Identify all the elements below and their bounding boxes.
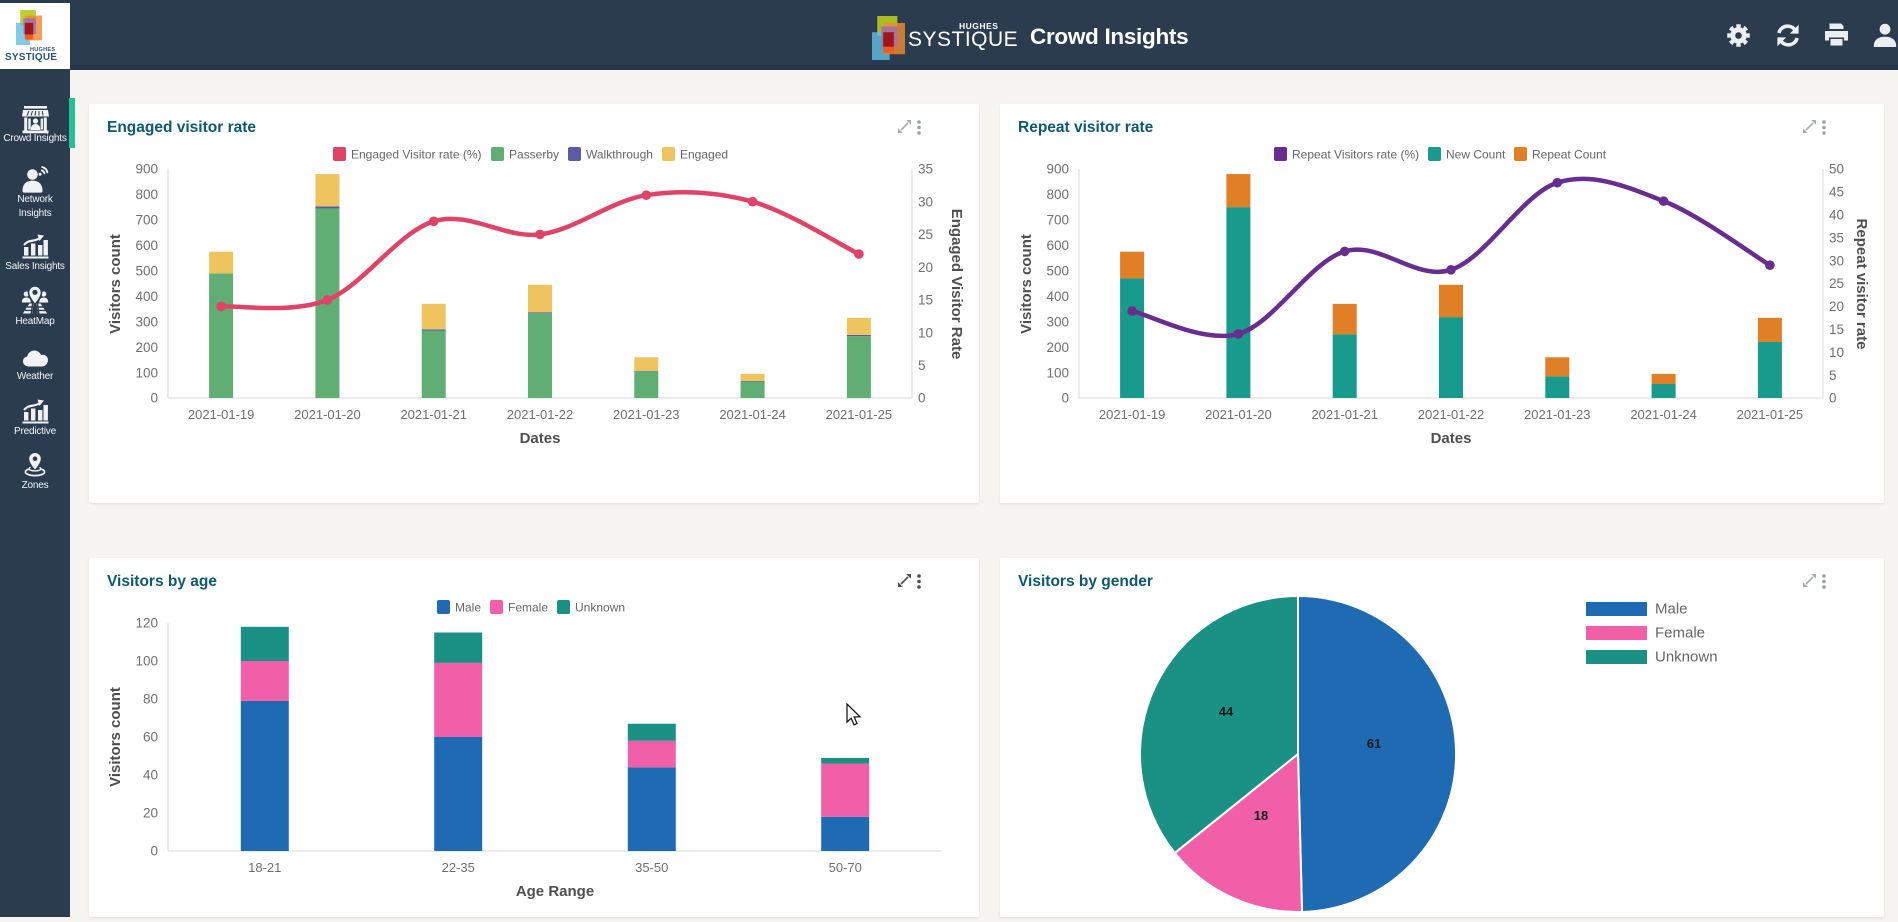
svg-text:18: 18 xyxy=(1254,808,1268,823)
svg-text:2021-01-22: 2021-01-22 xyxy=(507,407,574,422)
svg-text:Visitors count: Visitors count xyxy=(107,234,124,334)
svg-text:61: 61 xyxy=(1367,736,1381,751)
svg-text:2021-01-21: 2021-01-21 xyxy=(400,407,467,422)
svg-text:0: 0 xyxy=(1829,391,1837,406)
svg-text:700: 700 xyxy=(1046,213,1069,228)
svg-text:400: 400 xyxy=(135,289,158,304)
svg-text:25: 25 xyxy=(918,227,933,242)
svg-text:0: 0 xyxy=(150,391,158,406)
svg-text:Male: Male xyxy=(455,600,481,614)
svg-text:500: 500 xyxy=(1046,263,1069,278)
svg-text:22-35: 22-35 xyxy=(442,860,475,875)
svg-text:400: 400 xyxy=(1046,289,1069,304)
svg-text:Repeat Count: Repeat Count xyxy=(1532,147,1607,161)
svg-text:Repeat Visitors rate (%): Repeat Visitors rate (%) xyxy=(1292,147,1419,161)
svg-text:Unknown: Unknown xyxy=(1655,649,1718,666)
svg-text:40: 40 xyxy=(1829,208,1844,223)
svg-text:0: 0 xyxy=(918,391,926,406)
svg-text:Engaged visitor rate: Engaged visitor rate xyxy=(107,119,256,136)
svg-text:100: 100 xyxy=(135,365,158,380)
svg-text:25: 25 xyxy=(1829,276,1844,291)
svg-text:30: 30 xyxy=(1829,253,1844,268)
svg-text:200: 200 xyxy=(1046,340,1069,355)
svg-text:2021-01-24: 2021-01-24 xyxy=(719,407,786,422)
svg-text:700: 700 xyxy=(135,213,158,228)
svg-text:Repeat visitor rate: Repeat visitor rate xyxy=(1853,219,1870,350)
svg-text:0: 0 xyxy=(150,844,158,859)
svg-text:900: 900 xyxy=(135,162,158,177)
svg-text:900: 900 xyxy=(1046,162,1069,177)
svg-text:5: 5 xyxy=(918,358,926,373)
svg-text:50: 50 xyxy=(1829,162,1844,177)
svg-text:2021-01-22: 2021-01-22 xyxy=(1418,407,1485,422)
svg-text:10: 10 xyxy=(918,325,933,340)
svg-text:2021-01-20: 2021-01-20 xyxy=(1205,407,1272,422)
svg-text:Dates: Dates xyxy=(520,430,561,447)
svg-text:80: 80 xyxy=(143,692,158,707)
svg-text:Engaged: Engaged xyxy=(680,147,728,161)
svg-text:15: 15 xyxy=(1829,322,1844,337)
svg-text:45: 45 xyxy=(1829,185,1844,200)
svg-text:100: 100 xyxy=(1046,365,1069,380)
svg-text:0: 0 xyxy=(1061,391,1069,406)
svg-text:Dates: Dates xyxy=(1431,430,1472,447)
svg-text:Walkthrough: Walkthrough xyxy=(586,147,653,161)
svg-text:800: 800 xyxy=(1046,187,1069,202)
svg-text:2021-01-25: 2021-01-25 xyxy=(1737,407,1804,422)
svg-text:Male: Male xyxy=(1655,601,1688,618)
svg-text:300: 300 xyxy=(135,314,158,329)
svg-text:800: 800 xyxy=(135,187,158,202)
svg-text:2021-01-23: 2021-01-23 xyxy=(1524,407,1591,422)
svg-text:Engaged Visitor rate (%): Engaged Visitor rate (%) xyxy=(351,147,482,161)
svg-text:60: 60 xyxy=(143,730,158,745)
svg-text:Unknown: Unknown xyxy=(575,600,625,614)
svg-text:35: 35 xyxy=(1829,230,1844,245)
svg-text:New Count: New Count xyxy=(1446,147,1506,161)
svg-text:2021-01-19: 2021-01-19 xyxy=(188,407,255,422)
svg-text:Repeat visitor rate: Repeat visitor rate xyxy=(1018,119,1154,136)
svg-text:100: 100 xyxy=(135,654,158,669)
svg-text:Engaged Visitor Rate: Engaged Visitor Rate xyxy=(948,209,965,360)
svg-text:200: 200 xyxy=(135,340,158,355)
svg-text:300: 300 xyxy=(1046,314,1069,329)
svg-text:2021-01-20: 2021-01-20 xyxy=(294,407,361,422)
svg-text:15: 15 xyxy=(918,293,933,308)
svg-text:600: 600 xyxy=(1046,238,1069,253)
svg-text:50-70: 50-70 xyxy=(829,860,862,875)
svg-text:2021-01-19: 2021-01-19 xyxy=(1099,407,1166,422)
svg-text:Passerby: Passerby xyxy=(509,147,559,161)
svg-text:44: 44 xyxy=(1219,704,1234,719)
svg-text:2021-01-24: 2021-01-24 xyxy=(1630,407,1697,422)
svg-text:Female: Female xyxy=(1655,625,1705,642)
svg-text:5: 5 xyxy=(1829,368,1837,383)
svg-text:20: 20 xyxy=(1829,299,1844,314)
svg-text:Visitors count: Visitors count xyxy=(1018,234,1035,334)
svg-text:120: 120 xyxy=(135,616,158,631)
svg-text:10: 10 xyxy=(1829,345,1844,360)
svg-text:Visitors by age: Visitors by age xyxy=(107,573,217,590)
svg-text:500: 500 xyxy=(135,263,158,278)
svg-text:2021-01-21: 2021-01-21 xyxy=(1311,407,1378,422)
svg-text:600: 600 xyxy=(135,238,158,253)
svg-text:20: 20 xyxy=(143,806,158,821)
svg-text:30: 30 xyxy=(918,194,933,209)
svg-text:20: 20 xyxy=(918,260,933,275)
svg-text:2021-01-23: 2021-01-23 xyxy=(613,407,680,422)
svg-text:35-50: 35-50 xyxy=(635,860,668,875)
svg-text:Visitors by gender: Visitors by gender xyxy=(1018,573,1153,590)
svg-text:Age Range: Age Range xyxy=(516,883,594,900)
svg-text:18-21: 18-21 xyxy=(248,860,281,875)
svg-text:2021-01-25: 2021-01-25 xyxy=(826,407,893,422)
svg-text:35: 35 xyxy=(918,162,933,177)
svg-text:Female: Female xyxy=(508,600,548,614)
svg-text:Visitors count: Visitors count xyxy=(107,687,124,787)
svg-text:40: 40 xyxy=(143,768,158,783)
